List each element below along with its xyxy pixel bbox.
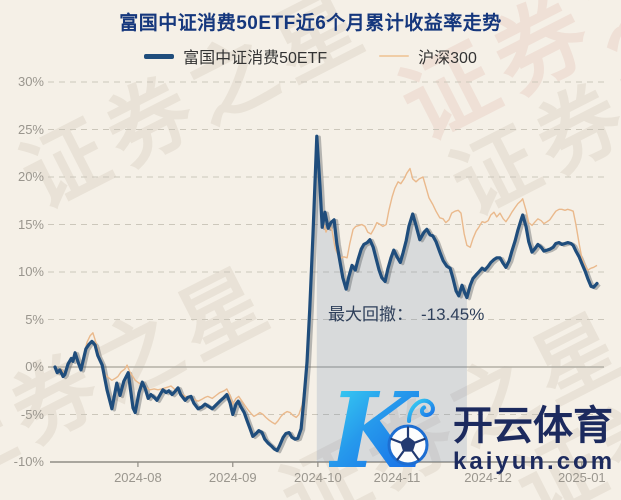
y-axis-label: 25% xyxy=(17,121,44,137)
legend-item-csi300[interactable]: 沪深300 xyxy=(379,44,477,68)
y-axis-label: 20% xyxy=(17,169,44,184)
x-axis-label: 2024-12 xyxy=(464,470,512,485)
kaiyun-brand-name: 开云体育 xyxy=(453,404,613,448)
y-axis-label: 10% xyxy=(17,264,44,279)
swirl-icon xyxy=(407,398,435,423)
etf-line-swatch xyxy=(144,53,175,59)
y-axis-label: 15% xyxy=(17,216,44,232)
legend-item-etf[interactable]: 富国中证消费50ETF xyxy=(144,44,327,68)
legend-label-csi300: 沪深300 xyxy=(418,50,477,67)
x-axis-label: 2024-09 xyxy=(208,470,257,485)
kaiyun-domain: kaiyun.com xyxy=(453,448,616,475)
max-drawdown-annotation: 最大回撤： -13.45% xyxy=(328,300,484,325)
max-drawdown-value: -13.45% xyxy=(421,305,485,324)
x-axis-label: 2024-08 xyxy=(114,470,162,485)
kaiyun-logo-text: 开云体育 kaiyun.com xyxy=(453,405,615,475)
soccer-ball-icon xyxy=(387,424,429,466)
x-axis-label: 2025-01 xyxy=(557,470,606,485)
x-axis-label: 2024-10 xyxy=(294,470,342,485)
legend-label-etf: 富国中证消费50ETF xyxy=(183,50,328,67)
legend: 富国中证消费50ETF 沪深300 xyxy=(0,44,621,68)
page-title: 富国中证消费50ETF近6个月累计收益率走势 xyxy=(119,13,502,34)
csi300-line-swatch xyxy=(379,55,410,57)
y-axis-label: -10% xyxy=(13,454,44,469)
y-axis-label: 30% xyxy=(17,74,44,89)
max-drawdown-label: 最大回撤： xyxy=(328,305,413,324)
kaiyun-logo: K 开云体育 kaiyun.com xyxy=(329,376,621,487)
x-axis-label: 2024-11 xyxy=(357,469,437,487)
y-axis-label: -5% xyxy=(20,406,44,422)
y-axis-label: 0% xyxy=(25,359,44,374)
y-axis-label: 5% xyxy=(25,311,44,327)
